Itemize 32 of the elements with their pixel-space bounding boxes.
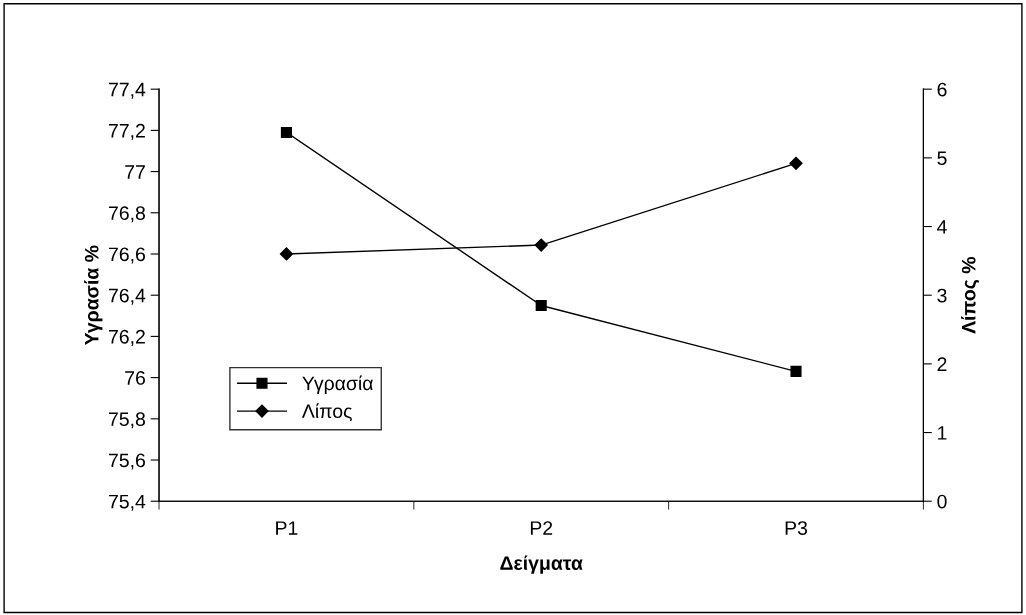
- y-tick-label: 75,4: [108, 494, 146, 511]
- y-tick-label: 75,6: [108, 453, 145, 470]
- point: [790, 365, 802, 377]
- legend-label: Υγρασία: [302, 375, 373, 395]
- y2-tick-label: 6: [937, 82, 947, 97]
- y2-tick-label: 4: [937, 220, 947, 234]
- point: [535, 299, 547, 312]
- x-tick-label: P2: [530, 521, 553, 535]
- y2-tick-label: 0: [937, 494, 947, 509]
- x-tick-label: P1: [276, 521, 298, 535]
- y2-tick-label: 3: [937, 288, 947, 303]
- y-tick-label: 76: [125, 371, 145, 385]
- x-tick-label: P3: [785, 521, 808, 535]
- x-axis-title: Δείγματα: [500, 555, 583, 574]
- legend-label: Λίπος: [301, 403, 352, 422]
- point: [279, 247, 294, 261]
- y2-axis-title: Λίπος %: [961, 257, 980, 334]
- y2-tick-label: 2: [937, 357, 947, 371]
- y-tick-label: 76,4: [108, 288, 146, 305]
- y-tick-label: 76,8: [108, 206, 145, 223]
- y-tick-label: 77,4: [108, 82, 146, 99]
- y2-tick-label: 1: [938, 426, 947, 440]
- y-tick-label: 76,2: [108, 329, 145, 346]
- point: [789, 156, 803, 170]
- point: [280, 126, 292, 138]
- y-tick-label: 77,2: [108, 123, 145, 140]
- y2-tick-label: 5: [937, 151, 947, 166]
- y-tick-label: 75,8: [108, 412, 145, 429]
- y-tick-label: 77: [125, 165, 145, 179]
- y-tick-label: 76,6: [108, 247, 145, 264]
- point: [534, 238, 548, 252]
- y-axis-title: Υγρασία %: [84, 245, 103, 346]
